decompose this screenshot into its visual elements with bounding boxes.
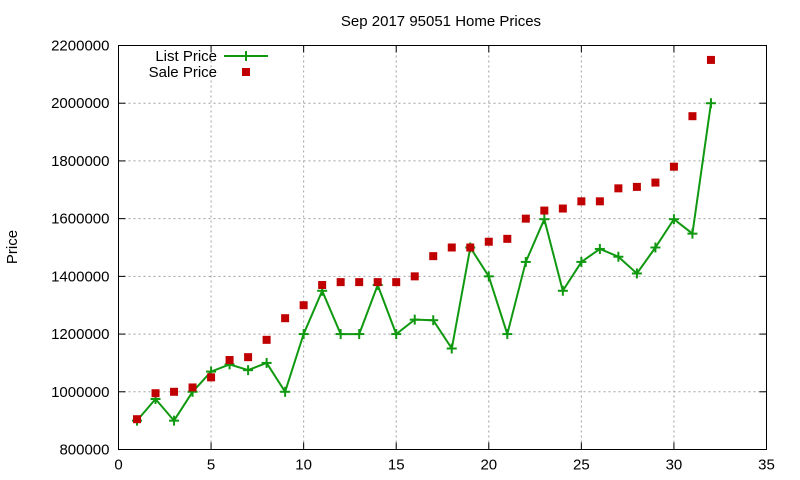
sale-price-point (521, 214, 530, 223)
x-tick-label: 0 (114, 457, 122, 474)
sale-price-point (503, 234, 512, 243)
legend-label-sale-price: Sale Price (149, 64, 217, 81)
legend-marker-sale-price (242, 68, 250, 76)
list-price-point (687, 228, 698, 239)
list-price-point (261, 357, 272, 368)
sale-price-point (651, 178, 660, 187)
list-price-point (391, 329, 402, 340)
list-price-point (428, 315, 439, 326)
list-price-point (705, 98, 716, 109)
sale-price-point (558, 204, 567, 213)
sale-price-point (188, 383, 197, 392)
sale-price-point (688, 112, 697, 121)
y-tick-label: 1000000 (51, 384, 109, 401)
sale-price-point (466, 243, 475, 252)
sale-price-point (373, 278, 382, 287)
sale-price-point (540, 206, 549, 215)
axis-ticks (118, 45, 767, 450)
sale-price-point (262, 335, 271, 344)
y-tick-label: 2000000 (51, 95, 109, 112)
list-price-point (650, 242, 661, 253)
y-tick-labels: 800000 1000000 1200000 1400000 1600000 180000… (51, 38, 109, 459)
list-price-point (668, 214, 679, 225)
sale-price-point (225, 356, 234, 365)
x-tick-label: 25 (573, 457, 590, 474)
sale-price-point (669, 162, 678, 171)
list-price-point (243, 365, 254, 376)
sale-price-point (244, 353, 253, 362)
list-price-point (520, 256, 531, 267)
list-price-point (631, 268, 642, 279)
legend-label-list-price: List Price (155, 48, 217, 65)
list-price-point (502, 329, 513, 340)
list-price-point (613, 251, 624, 262)
y-tick-label: 1600000 (51, 211, 109, 228)
data-series (132, 55, 716, 426)
sale-price-point (410, 272, 419, 281)
sale-price-point (170, 387, 179, 396)
sale-price-point (151, 389, 160, 398)
sale-price-point (577, 197, 586, 206)
sale-price-point (392, 278, 401, 287)
chart-title: Sep 2017 95051 Home Prices (341, 13, 541, 30)
x-tick-label: 5 (207, 457, 215, 474)
list-price-point (557, 285, 568, 296)
y-tick-label: 2200000 (51, 38, 109, 55)
list-price-point (354, 329, 365, 340)
x-tick-label: 30 (666, 457, 683, 474)
sale-price-point (299, 301, 308, 310)
sale-price-point (429, 252, 438, 261)
list-price-point (409, 314, 420, 325)
sale-price-point (706, 55, 715, 64)
list-price-point (594, 243, 605, 254)
y-tick-label: 1400000 (51, 268, 109, 285)
grid-lines (118, 45, 767, 450)
legend-marker-list-price (241, 51, 251, 61)
list-price-point (298, 329, 309, 340)
legend: List Price Sale Price (149, 48, 268, 81)
sale-price-point (447, 243, 456, 252)
sale-price-point (595, 197, 604, 206)
sale-price-point (207, 373, 216, 382)
sale-price-point (484, 237, 493, 246)
y-tick-label: 1800000 (51, 153, 109, 170)
x-tick-label: 15 (388, 457, 405, 474)
list-price-line (136, 103, 712, 423)
sale-price-point (133, 415, 142, 424)
sale-price-point (281, 314, 290, 323)
y-axis-label: Price (4, 230, 21, 264)
sale-price-point (318, 281, 327, 290)
list-price-point (280, 386, 291, 397)
list-price-point (539, 214, 550, 225)
plot-frame (118, 45, 767, 450)
list-price-point (335, 329, 346, 340)
list-price-point (446, 343, 457, 354)
sale-price-point (614, 184, 623, 193)
list-price-point (169, 415, 180, 426)
x-tick-label: 10 (295, 457, 312, 474)
sale-price-point (355, 278, 364, 287)
list-price-point (483, 271, 494, 282)
x-tick-label: 20 (480, 457, 497, 474)
x-tick-labels: 0 5 10 15 20 25 30 35 (114, 457, 775, 474)
y-tick-label: 1200000 (51, 326, 109, 343)
list-price-point (576, 256, 587, 267)
sale-price-point (336, 278, 345, 287)
x-tick-label: 35 (758, 457, 775, 474)
sale-price-point (632, 182, 641, 191)
y-tick-label: 800000 (59, 442, 109, 459)
